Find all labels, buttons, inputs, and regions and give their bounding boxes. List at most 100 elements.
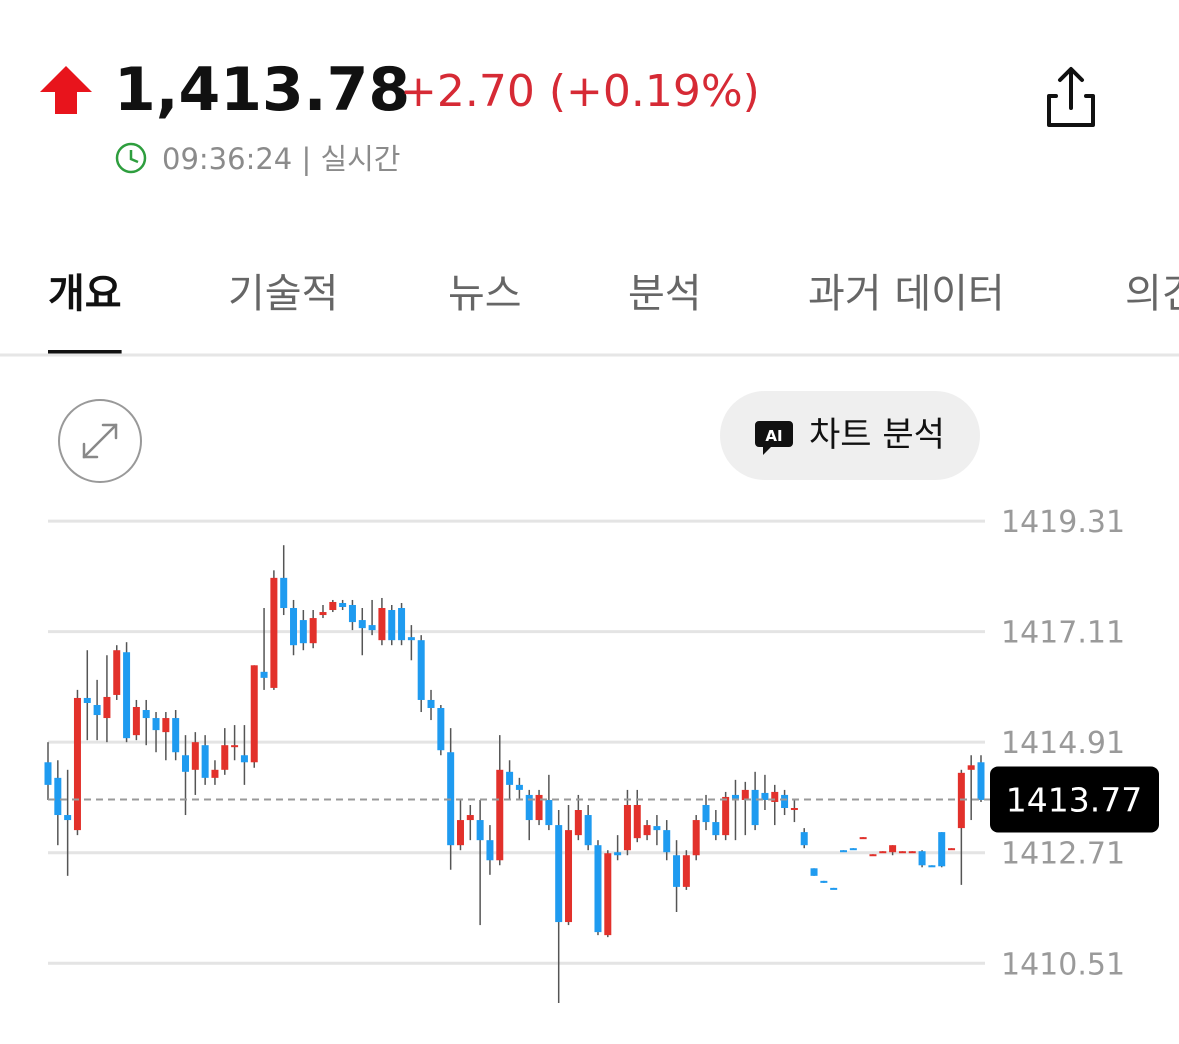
y-tick-label: 1412.71: [1001, 837, 1125, 872]
share-button[interactable]: [1047, 67, 1095, 127]
update-time: 09:36:24 | 실시간: [162, 142, 401, 176]
candle-body: [339, 602, 347, 608]
candle-body: [270, 577, 278, 688]
candle-body: [427, 699, 435, 709]
candle-body: [623, 804, 631, 851]
tab[interactable]: 과거 데이터: [808, 271, 1005, 317]
up-arrow-icon: [40, 66, 92, 114]
candle-body: [977, 762, 985, 800]
candle-body: [113, 650, 121, 695]
candle-body: [44, 762, 52, 785]
candle-body: [515, 784, 523, 790]
candle-body: [692, 820, 700, 856]
candle-body: [731, 794, 739, 800]
candle-body: [358, 620, 366, 629]
candle-body: [584, 815, 592, 846]
candle-body: [633, 804, 641, 839]
candle-body: [790, 808, 798, 811]
candle-body: [948, 848, 956, 851]
candle-body: [879, 851, 887, 854]
candle-body: [221, 745, 229, 770]
candle-body: [565, 830, 573, 923]
candle-body: [456, 820, 464, 846]
candle-body: [152, 718, 160, 731]
candle-body: [751, 789, 759, 826]
tab[interactable]: 분석: [628, 271, 702, 317]
candle-body: [555, 825, 563, 923]
candle-body: [231, 745, 239, 748]
candle-body: [614, 852, 622, 856]
last-price-tag: [990, 766, 1159, 833]
y-tick-label: 1410.51: [1001, 947, 1125, 982]
candle-body: [54, 777, 62, 816]
last-price-label: 1413.77: [1006, 780, 1142, 819]
candle-body: [643, 825, 651, 836]
candle-body: [761, 792, 769, 800]
candle-body: [142, 710, 150, 719]
candle-body: [849, 848, 857, 851]
candle-body: [653, 826, 661, 831]
candle-body: [525, 794, 533, 821]
candle-body: [496, 769, 504, 861]
expand-button[interactable]: [58, 399, 142, 483]
candle-body: [967, 765, 975, 770]
candle-body: [722, 796, 730, 836]
candle-body: [869, 854, 877, 857]
candle-body: [938, 832, 946, 867]
candle-body: [388, 610, 396, 641]
candle-body: [417, 640, 425, 700]
candle-body: [574, 810, 582, 836]
candle-body: [476, 820, 484, 841]
candle-body: [280, 577, 288, 609]
candle-body: [309, 618, 317, 644]
candle-body: [73, 697, 81, 831]
candle-body: [368, 625, 376, 631]
candle-body: [741, 789, 749, 800]
candle-body: [191, 742, 199, 770]
candle-body: [319, 612, 327, 616]
candle-body: [673, 855, 681, 887]
candle-body: [594, 845, 602, 933]
candle-body: [162, 718, 170, 733]
candle-body: [348, 604, 356, 623]
y-tick-label: 1417.11: [1001, 616, 1125, 651]
candle-body: [211, 769, 219, 778]
candle-body: [172, 718, 180, 753]
candle-body: [830, 887, 838, 890]
candle-body: [918, 851, 926, 866]
tab[interactable]: 기술적: [228, 271, 338, 317]
candlestick-chart: 1410.51 1412.71 1414.91 1417.11 1419.31 1413.…: [44, 505, 1159, 1003]
candle-body: [240, 755, 248, 763]
candle-body: [466, 815, 474, 821]
candle-body: [771, 791, 779, 802]
ai-chart-analysis-button[interactable]: AI 차트 분석: [720, 391, 980, 480]
candle-body: [898, 851, 906, 854]
candle-body: [103, 696, 111, 719]
candle-body: [299, 620, 307, 644]
tab[interactable]: 개요: [48, 271, 122, 317]
candle-body: [486, 840, 494, 861]
tab[interactable]: 뉴스: [448, 271, 522, 317]
candle-body: [290, 608, 298, 646]
tab-bar: 개요 기술적 뉴스 분석 과거 데이터 의견: [48, 271, 1179, 356]
candle-body: [132, 707, 140, 736]
price-change: +2.70 (+0.19%): [400, 66, 760, 117]
candle-body: [83, 697, 91, 703]
price: 1,413.78: [114, 55, 410, 125]
tab[interactable]: 의견: [1125, 271, 1179, 317]
candle-body: [181, 755, 189, 772]
candle-body: [329, 601, 337, 611]
candle-body: [781, 794, 789, 808]
clock-icon: [115, 142, 147, 174]
candle-body: [407, 637, 415, 641]
candle-body: [123, 652, 131, 739]
y-tick-label: 1414.91: [1001, 726, 1125, 761]
candle-body: [535, 794, 543, 821]
candle-body: [820, 880, 828, 883]
candle-body: [810, 868, 818, 876]
y-tick-label: 1419.31: [1001, 505, 1125, 540]
candle-body: [800, 832, 808, 846]
candle-body: [250, 665, 258, 763]
candle-body: [908, 851, 916, 854]
